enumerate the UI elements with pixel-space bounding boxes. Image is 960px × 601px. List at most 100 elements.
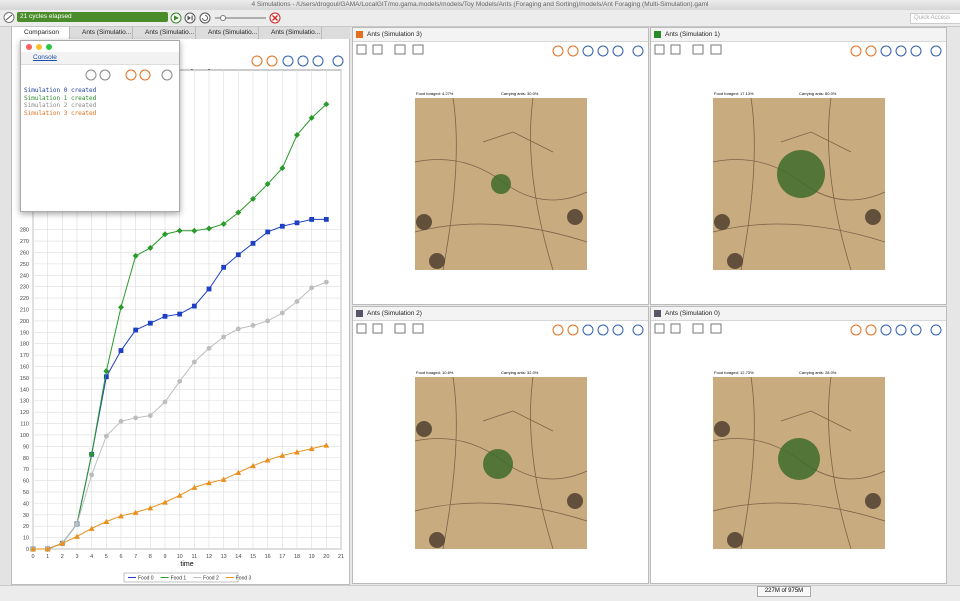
x-tick-label: 3 (75, 554, 78, 560)
data-point (250, 240, 256, 246)
data-point (235, 469, 242, 475)
console-title[interactable]: Console (33, 54, 57, 61)
data-point (133, 415, 139, 421)
tab[interactable]: Comparison (12, 27, 70, 39)
y-tick-label: 100 (20, 433, 29, 439)
x-tick-label: 13 (221, 554, 227, 560)
data-point (308, 114, 315, 121)
view-canvas (654, 323, 942, 550)
data-point (132, 509, 139, 515)
tab[interactable]: Ants (Simulatio... (259, 27, 322, 39)
data-point (118, 348, 124, 353)
console-buttons[interactable] (81, 69, 176, 81)
window-buttons[interactable] (24, 43, 64, 51)
data-point (191, 303, 197, 309)
x-tick-label: 10 (177, 554, 183, 560)
data-point (147, 505, 154, 511)
data-point (133, 327, 139, 333)
data-point (220, 476, 227, 482)
nests (714, 421, 881, 548)
data-point (294, 299, 300, 304)
data-point (250, 323, 256, 328)
y-tick-label: 210 (20, 308, 29, 314)
view-icon (356, 31, 363, 38)
data-point (176, 492, 183, 498)
y-tick-label: 270 (20, 239, 29, 245)
data-point (191, 484, 198, 490)
memory-status: 227M of 975M (757, 586, 811, 597)
data-point (323, 279, 329, 285)
data-point (206, 479, 212, 486)
data-point (118, 304, 124, 311)
y-tick-label: 260 (20, 250, 29, 256)
food (483, 449, 513, 479)
data-point (132, 252, 139, 259)
simulation-view: Ants (Simulation 0) Food foraged: 12.73%… (650, 306, 947, 584)
view-icon (654, 310, 661, 317)
nests (416, 421, 583, 548)
data-point (147, 413, 153, 418)
y-tick-label: 200 (20, 319, 29, 325)
y-tick-label: 70 (23, 467, 29, 473)
x-axis-label: time (180, 561, 193, 568)
view-canvas (356, 323, 644, 550)
data-point (294, 449, 300, 455)
data-point (279, 452, 286, 458)
x-tick-label: 4 (90, 554, 93, 560)
view-buttons[interactable] (356, 44, 644, 57)
view-buttons[interactable] (654, 44, 942, 57)
x-tick-label: 16 (265, 554, 271, 560)
data-point (162, 399, 168, 405)
view-title[interactable]: Ants (Simulation 3) (367, 31, 422, 38)
x-tick-label: 1 (46, 554, 49, 560)
data-point (279, 310, 285, 316)
data-point (220, 220, 227, 227)
y-tick-label: 80 (23, 456, 29, 462)
view-canvas (654, 44, 942, 271)
x-tick-label: 8 (149, 554, 152, 560)
legend-label: Food 3 (236, 576, 252, 582)
data-point (177, 378, 183, 384)
tab[interactable]: Ants (Simulatio... (196, 27, 259, 39)
simulation-view: Ants (Simulation 3) Food foraged: 4.27% … (352, 27, 649, 305)
data-point (74, 533, 80, 539)
y-tick-label: 30 (23, 513, 29, 519)
data-point (264, 457, 271, 463)
y-tick-label: 20 (23, 524, 29, 530)
controls[interactable] (168, 11, 288, 25)
tab[interactable]: Ants (Simulatio... (133, 27, 196, 39)
data-point (264, 181, 271, 188)
quick-access[interactable]: Quick Access (910, 13, 960, 24)
data-point (250, 462, 256, 469)
console-line: Simulation 3 created (24, 109, 97, 117)
y-tick-label: 150 (20, 376, 29, 382)
data-point (265, 229, 271, 235)
view-icon (654, 31, 661, 38)
view-header: Ants (Simulation 3) (353, 28, 648, 42)
view-title[interactable]: Ants (Simulation 0) (665, 310, 720, 317)
x-tick-label: 0 (31, 554, 34, 560)
data-point (309, 217, 315, 222)
edit-icon[interactable] (3, 11, 15, 24)
y-tick-label: 170 (20, 353, 29, 359)
data-point (44, 546, 51, 552)
y-tick-label: 160 (20, 365, 29, 371)
view-buttons[interactable] (356, 323, 644, 336)
data-point (162, 313, 168, 319)
data-point (206, 345, 212, 351)
x-tick-label: 15 (250, 554, 256, 560)
view-title[interactable]: Ants (Simulation 1) (665, 31, 720, 38)
food-foraged: Food foraged: 4.27% (416, 91, 454, 96)
view-buttons[interactable] (654, 323, 942, 336)
x-tick-label: 11 (191, 554, 197, 560)
view-title[interactable]: Ants (Simulation 2) (367, 310, 422, 317)
data-point (103, 374, 109, 380)
tab[interactable]: Ants (Simulatio... (70, 27, 133, 39)
data-point (323, 217, 329, 222)
view-buttons[interactable] (251, 55, 344, 67)
legend: Food 0 Food 1 Food 2 Food 3 (123, 572, 252, 583)
view-header: Ants (Simulation 0) (651, 307, 946, 321)
view-header: Ants (Simulation 2) (353, 307, 648, 321)
x-tick-label: 12 (206, 554, 212, 560)
data-point (221, 334, 227, 340)
